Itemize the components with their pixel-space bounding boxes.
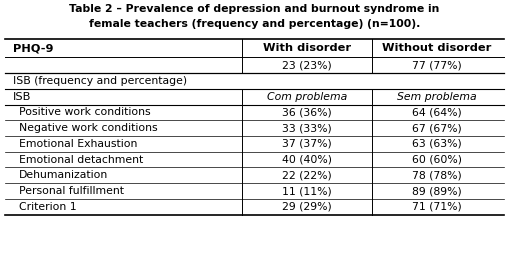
Text: 89 (89%): 89 (89%): [412, 186, 462, 196]
Text: Negative work conditions: Negative work conditions: [19, 123, 158, 133]
Text: female teachers (frequency and percentage) (n=100).: female teachers (frequency and percentag…: [89, 19, 420, 29]
Text: 33 (33%): 33 (33%): [282, 123, 332, 133]
Text: 23 (23%): 23 (23%): [282, 61, 332, 71]
Text: 22 (22%): 22 (22%): [282, 170, 332, 180]
Text: Personal fulfillment: Personal fulfillment: [19, 186, 124, 196]
Text: Emotional Exhaustion: Emotional Exhaustion: [19, 139, 137, 149]
Text: Emotional detachment: Emotional detachment: [19, 155, 143, 165]
Text: 71 (71%): 71 (71%): [412, 202, 462, 212]
Text: 63 (63%): 63 (63%): [412, 139, 462, 149]
Text: Com problema: Com problema: [267, 92, 347, 102]
Text: 67 (67%): 67 (67%): [412, 123, 462, 133]
Text: 64 (64%): 64 (64%): [412, 107, 462, 118]
Text: 60 (60%): 60 (60%): [412, 155, 462, 165]
Text: 11 (11%): 11 (11%): [282, 186, 332, 196]
Text: 77 (77%): 77 (77%): [412, 61, 462, 71]
Text: PHQ-9: PHQ-9: [13, 43, 53, 53]
Text: Criterion 1: Criterion 1: [19, 202, 77, 212]
Text: Sem problema: Sem problema: [397, 92, 477, 102]
Text: 36 (36%): 36 (36%): [282, 107, 332, 118]
Text: 37 (37%): 37 (37%): [282, 139, 332, 149]
Text: 40 (40%): 40 (40%): [282, 155, 332, 165]
Text: 78 (78%): 78 (78%): [412, 170, 462, 180]
Text: ISB: ISB: [13, 92, 32, 102]
Text: ISB (frequency and percentage): ISB (frequency and percentage): [13, 76, 187, 86]
Text: Table 2 – Prevalence of depression and burnout syndrome in: Table 2 – Prevalence of depression and b…: [69, 4, 440, 14]
Text: Positive work conditions: Positive work conditions: [19, 107, 151, 118]
Text: Without disorder: Without disorder: [382, 43, 492, 53]
Text: 29 (29%): 29 (29%): [282, 202, 332, 212]
Text: Dehumanization: Dehumanization: [19, 170, 108, 180]
Text: With disorder: With disorder: [263, 43, 351, 53]
